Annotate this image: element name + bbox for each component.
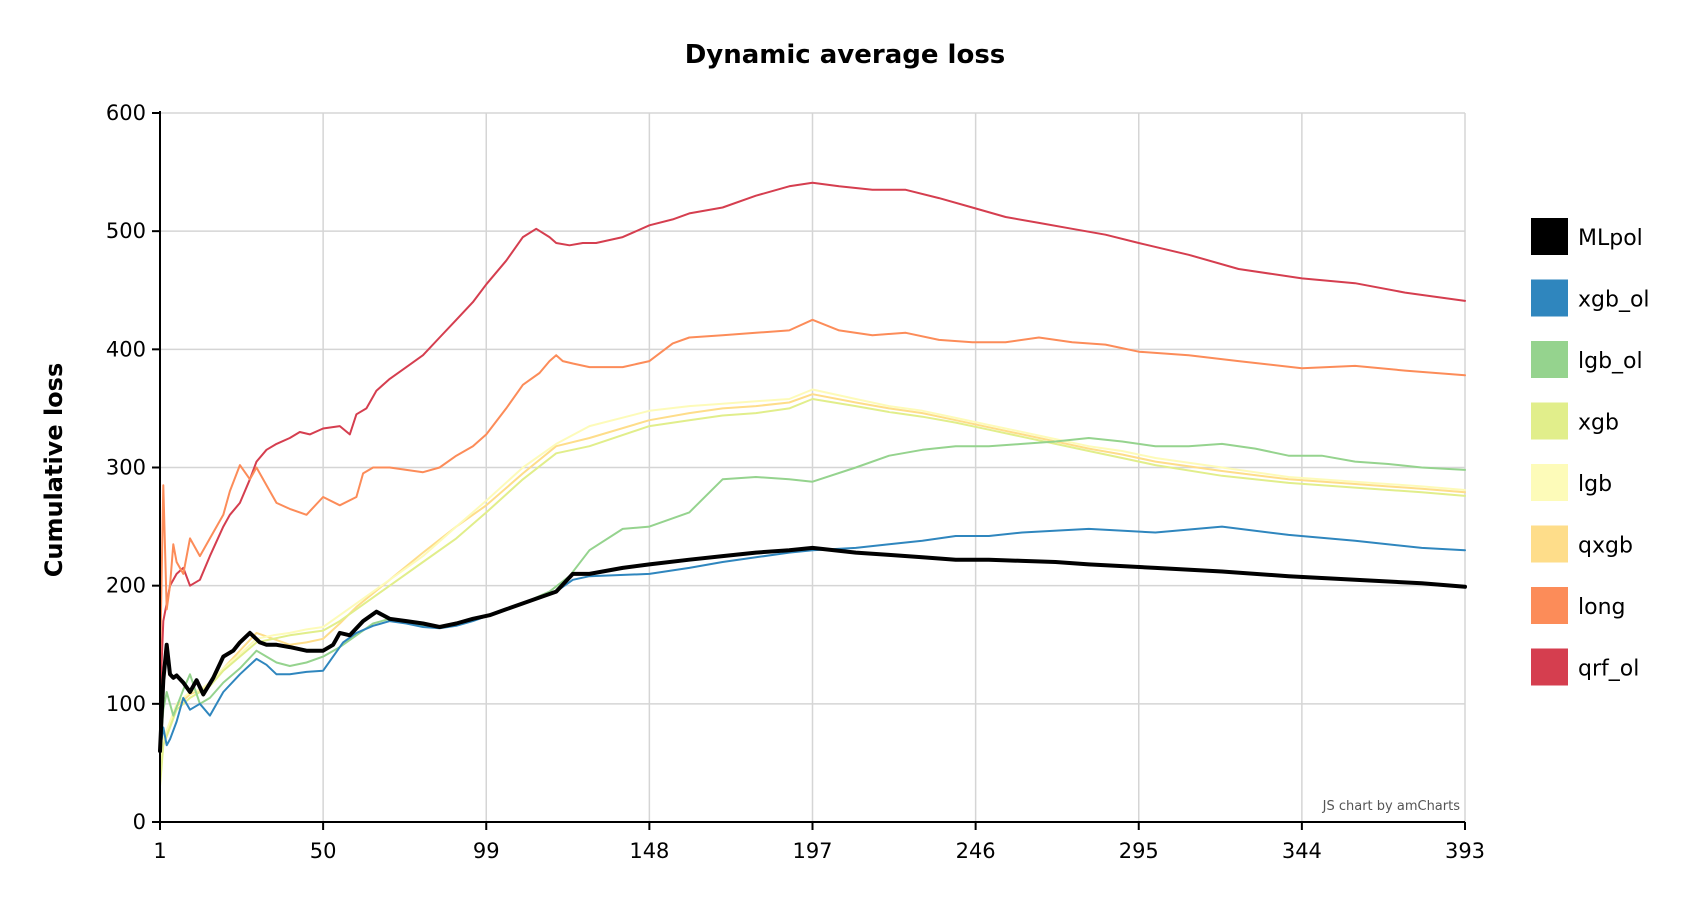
y-tick-label-300: 300: [106, 456, 146, 480]
y-tick-label-500: 500: [106, 219, 146, 243]
x-tick-label-148: 148: [629, 839, 669, 863]
y-axis-label: Cumulative loss: [40, 363, 68, 577]
legend-swatch-lgb_ol[interactable]: [1531, 341, 1568, 378]
y-tick-label-400: 400: [106, 337, 146, 361]
y-tick-label-600: 600: [106, 101, 146, 125]
series-line-lgb: [159, 388, 1466, 776]
legend-label-xgb[interactable]: xgb: [1578, 411, 1619, 436]
legend-swatch-lgb[interactable]: [1531, 464, 1568, 501]
chart-credit[interactable]: JS chart by amCharts: [1322, 799, 1461, 814]
legend-swatch-MLpol[interactable]: [1531, 218, 1568, 255]
x-tick-label-197: 197: [792, 839, 832, 863]
legend-label-MLpol[interactable]: MLpol: [1578, 226, 1643, 251]
grid: [160, 112, 1466, 822]
series-line-qrf_ol: [159, 181, 1466, 705]
x-tick-label-344: 344: [1282, 839, 1322, 863]
legend-label-lgb[interactable]: lgb: [1578, 472, 1612, 497]
y-tick-label-200: 200: [106, 574, 146, 598]
y-tick-label-100: 100: [106, 692, 146, 716]
legend-swatch-long[interactable]: [1531, 587, 1568, 624]
legend-label-lgb_ol[interactable]: lgb_ol: [1578, 349, 1643, 374]
legend-label-qrf_ol[interactable]: qrf_ol: [1578, 657, 1639, 682]
series-line-lgb_ol: [159, 437, 1466, 753]
legend-swatch-xgb_ol[interactable]: [1531, 279, 1568, 317]
chart-title: Dynamic average loss: [685, 40, 1006, 70]
x-tick-label-393: 393: [1445, 839, 1485, 863]
legend-label-xgb_ol[interactable]: xgb_ol: [1578, 288, 1650, 313]
series-lines: [158, 181, 1467, 788]
x-tick-label-99: 99: [473, 839, 500, 863]
x-tick-label-1: 1: [153, 839, 166, 863]
series-line-xgb: [159, 398, 1466, 788]
legend-swatch-xgb[interactable]: [1531, 402, 1568, 440]
series-line-xgb_ol: [159, 525, 1466, 753]
y-tick-label-0: 0: [133, 810, 146, 834]
legend-swatch-qxgb[interactable]: [1531, 525, 1568, 563]
x-tick-label-246: 246: [956, 839, 996, 863]
x-tick-label-295: 295: [1119, 839, 1159, 863]
legend-swatch-qrf_ol[interactable]: [1531, 648, 1568, 686]
series-line-long: [159, 318, 1466, 670]
x-tick-label-50: 50: [310, 839, 337, 863]
series-line-MLpol: [158, 545, 1467, 754]
legend-label-long[interactable]: long: [1578, 595, 1625, 620]
tick-labels: 0 100 200 300 400 500 600 1 50 99 148 197 246 295 344 3…: [106, 101, 1485, 863]
legend-label-qxgb[interactable]: qxgb: [1578, 534, 1633, 559]
